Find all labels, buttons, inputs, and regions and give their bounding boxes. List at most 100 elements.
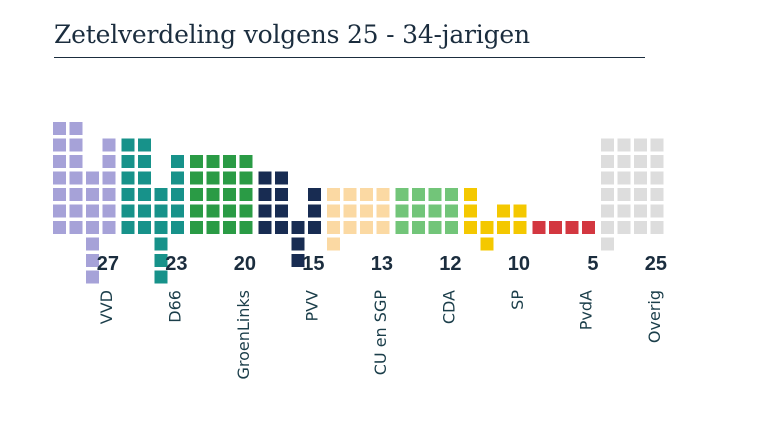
- seat-block: [102, 204, 116, 218]
- seat-block: [360, 221, 373, 234]
- seat-block: [86, 204, 99, 218]
- seat-block: [327, 221, 340, 234]
- seat-block: [223, 155, 236, 168]
- seat-block: [171, 204, 184, 218]
- seat-block: [360, 188, 373, 201]
- seat-block: [601, 237, 614, 251]
- seat-block: [412, 221, 425, 234]
- seat-block: [617, 155, 631, 168]
- seat-block: [650, 188, 664, 201]
- seat-block: [154, 204, 168, 218]
- seat-block: [258, 171, 272, 185]
- seat-block: [650, 155, 664, 168]
- seat-block: [275, 188, 288, 201]
- bar-pvda: [532, 221, 595, 234]
- seat-block: [258, 221, 272, 234]
- seat-block: [360, 204, 373, 218]
- seat-block: [480, 221, 494, 234]
- seat-block: [428, 188, 442, 201]
- seat-block: [190, 171, 203, 185]
- seat-block: [445, 221, 458, 234]
- category-label: VVD: [97, 290, 116, 324]
- seat-block: [343, 188, 357, 201]
- seat-block: [412, 188, 425, 201]
- seat-block: [327, 204, 340, 218]
- seat-block: [102, 138, 116, 152]
- seat-block: [395, 221, 409, 234]
- value-label: 23: [165, 253, 187, 275]
- value-label: 10: [508, 253, 530, 275]
- seat-block: [634, 155, 647, 168]
- seat-block: [239, 171, 253, 185]
- seat-block: [650, 204, 664, 218]
- seat-block: [206, 171, 220, 185]
- seat-block: [171, 221, 184, 234]
- seat-block: [171, 171, 184, 185]
- seat-block: [634, 188, 647, 201]
- bar-pvv: [258, 171, 321, 267]
- seat-block: [601, 204, 614, 218]
- value-label: 15: [302, 253, 324, 275]
- seat-block: [190, 221, 203, 234]
- bar-cu-en-sgp: [327, 188, 390, 251]
- seat-block: [275, 221, 288, 234]
- seat-block: [601, 171, 614, 185]
- seat-block: [565, 221, 579, 234]
- seat-block: [223, 171, 236, 185]
- seat-block: [102, 155, 116, 168]
- seat-block: [121, 171, 135, 185]
- seat-block: [327, 237, 340, 251]
- seat-block: [428, 204, 442, 218]
- seat-block: [223, 188, 236, 201]
- title-divider: [54, 57, 645, 58]
- seat-block: [53, 221, 66, 234]
- seat-block: [601, 221, 614, 234]
- seat-block: [102, 188, 116, 201]
- seat-block: [617, 204, 631, 218]
- seat-block: [86, 237, 99, 251]
- seat-block: [206, 155, 220, 168]
- value-label: 25: [645, 253, 667, 275]
- seat-block: [69, 171, 83, 185]
- seat-block: [258, 204, 272, 218]
- seat-block: [601, 155, 614, 168]
- seat-block: [86, 270, 99, 284]
- seat-block: [275, 204, 288, 218]
- bar-groenlinks: [190, 155, 253, 234]
- seat-block: [53, 204, 66, 218]
- seat-block: [291, 254, 305, 267]
- seat-block: [582, 221, 595, 234]
- seat-block: [190, 188, 203, 201]
- seat-block: [532, 221, 546, 234]
- seat-block: [601, 138, 614, 152]
- seat-block: [171, 188, 184, 201]
- seat-block: [650, 138, 664, 152]
- value-label: 20: [234, 253, 256, 275]
- seat-block: [513, 204, 527, 218]
- seat-block: [69, 204, 83, 218]
- seat-block: [634, 171, 647, 185]
- seat-block: [86, 171, 99, 185]
- seat-block: [343, 204, 357, 218]
- seat-block: [69, 188, 83, 201]
- seat-block: [601, 188, 614, 201]
- seat-block: [154, 270, 168, 284]
- seat-block: [464, 221, 477, 234]
- seat-block: [464, 204, 477, 218]
- seat-block: [634, 204, 647, 218]
- seat-block: [121, 155, 135, 168]
- value-label: 5: [587, 253, 598, 275]
- seat-block: [308, 188, 321, 201]
- seat-block: [650, 171, 664, 185]
- seat-block: [53, 171, 66, 185]
- seat-block: [445, 204, 458, 218]
- seat-block: [239, 221, 253, 234]
- seat-block: [102, 171, 116, 185]
- seat-block: [617, 171, 631, 185]
- seat-block: [69, 221, 83, 234]
- category-label: Overig: [645, 290, 664, 343]
- seat-block: [428, 221, 442, 234]
- seat-block: [412, 204, 425, 218]
- seat-block: [53, 138, 66, 152]
- bar-overig: [601, 138, 664, 251]
